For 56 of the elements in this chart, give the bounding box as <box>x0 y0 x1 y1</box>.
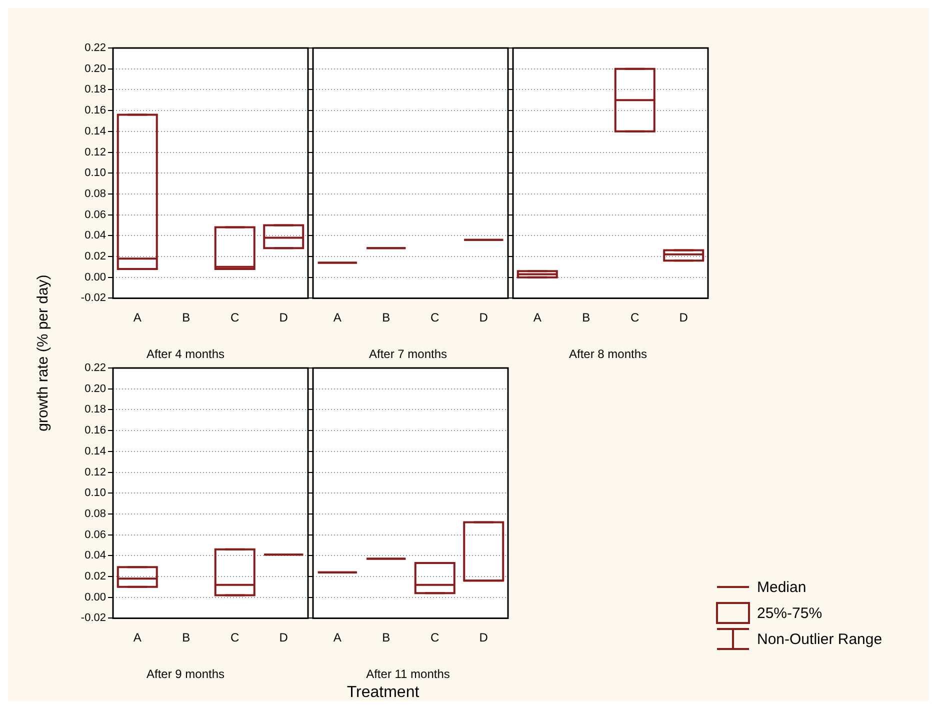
y-tick-label: 0.00 <box>84 591 106 604</box>
y-tick-label: 0.16 <box>84 424 106 437</box>
y-tick-label: 0.20 <box>84 382 106 395</box>
x-tick-label: C <box>430 310 440 325</box>
text: Median <box>757 578 806 596</box>
y-tick-label: -0.02 <box>80 292 106 304</box>
x-tick-label: D <box>479 630 488 645</box>
x-tick-label: D <box>279 630 288 645</box>
y-tick-label: 0.08 <box>84 508 106 520</box>
x-tick-label: A <box>333 630 342 645</box>
x-tick-label: A <box>533 310 542 325</box>
y-tick-label: 0.06 <box>84 528 106 541</box>
x-tick-label: A <box>133 310 142 325</box>
y-tick-label: 0.10 <box>84 167 106 180</box>
x-tick-label: B <box>182 310 190 325</box>
text: After 11 months <box>366 667 450 682</box>
y-tick-label: 0.04 <box>84 230 106 242</box>
y-tick-label: 0.18 <box>84 404 106 416</box>
x-tick-label: A <box>333 310 342 325</box>
y-tick-label: 0.16 <box>84 104 106 117</box>
y-tick-label: 0.02 <box>84 570 106 583</box>
x-tick-label: B <box>382 310 390 325</box>
text: After 4 months <box>146 347 225 362</box>
x-tick-label: C <box>230 310 240 325</box>
y-tick-label: -0.02 <box>80 612 106 624</box>
y-tick-label: 0.08 <box>84 188 106 200</box>
x-tick-label: B <box>382 630 390 645</box>
y-tick-label: 0.14 <box>84 125 106 138</box>
x-tick-label: A <box>133 630 142 645</box>
y-tick-label: 0.10 <box>84 487 106 500</box>
x-tick-label: B <box>582 310 590 325</box>
y-tick-label: 0.12 <box>84 146 106 158</box>
x-tick-label: C <box>630 310 640 325</box>
y-tick-label: 0.20 <box>84 62 106 75</box>
text: After 9 months <box>146 667 225 682</box>
y-tick-label: 0.02 <box>84 250 106 263</box>
text: 25%-75% <box>757 604 822 622</box>
text: After 7 months <box>368 347 448 362</box>
y-tick-label: 0.22 <box>84 362 106 374</box>
x-tick-label: B <box>182 630 190 645</box>
x-tick-label: C <box>230 630 240 645</box>
text: After 8 months <box>568 347 648 362</box>
x-axis-title: Treatment <box>346 684 420 702</box>
y-axis-title: growth rate (% per day) <box>34 274 52 432</box>
x-tick-label: C <box>430 630 440 645</box>
y-tick-label: 0.18 <box>84 84 106 96</box>
y-tick-label: 0.14 <box>84 445 106 458</box>
x-tick-label: D <box>679 310 688 325</box>
x-tick-label: D <box>479 310 488 325</box>
y-tick-label: 0.06 <box>84 208 106 221</box>
y-tick-label: 0.04 <box>84 550 106 562</box>
y-tick-label: 0.22 <box>84 42 106 54</box>
y-tick-label: 0.00 <box>84 271 106 284</box>
x-tick-label: D <box>279 310 288 325</box>
y-tick-label: 0.12 <box>84 466 106 478</box>
text: Non-Outlier Range <box>757 630 882 648</box>
